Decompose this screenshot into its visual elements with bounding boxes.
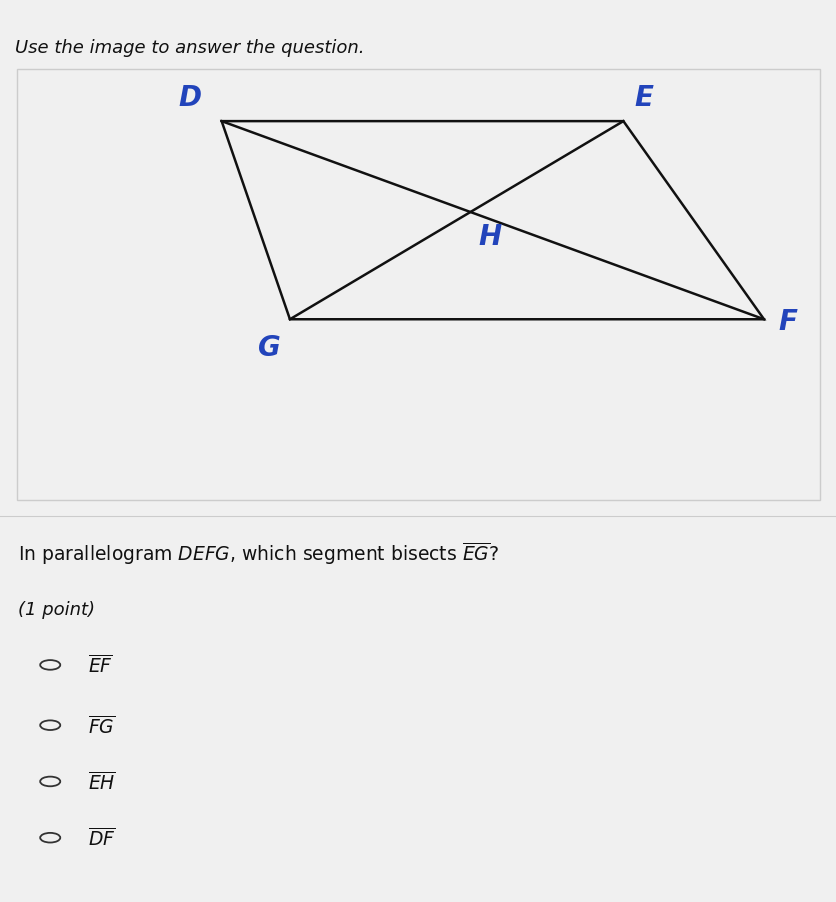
Text: Use the image to answer the question.: Use the image to answer the question. bbox=[15, 39, 364, 57]
Text: F: F bbox=[777, 308, 797, 336]
Text: $\overline{EF}$: $\overline{EF}$ bbox=[88, 654, 113, 676]
Text: H: H bbox=[478, 223, 502, 251]
Text: $\overline{FG}$: $\overline{FG}$ bbox=[88, 714, 115, 736]
Text: D: D bbox=[178, 85, 201, 113]
Text: $\overline{DF}$: $\overline{DF}$ bbox=[88, 827, 115, 849]
Text: $\overline{EH}$: $\overline{EH}$ bbox=[88, 770, 115, 793]
Text: (1 point): (1 point) bbox=[18, 600, 95, 618]
Text: In parallelogram $\mathit{DEFG}$, which segment bisects $\overline{EG}$?: In parallelogram $\mathit{DEFG}$, which … bbox=[18, 539, 499, 566]
Text: G: G bbox=[258, 334, 281, 362]
Text: E: E bbox=[633, 85, 652, 113]
